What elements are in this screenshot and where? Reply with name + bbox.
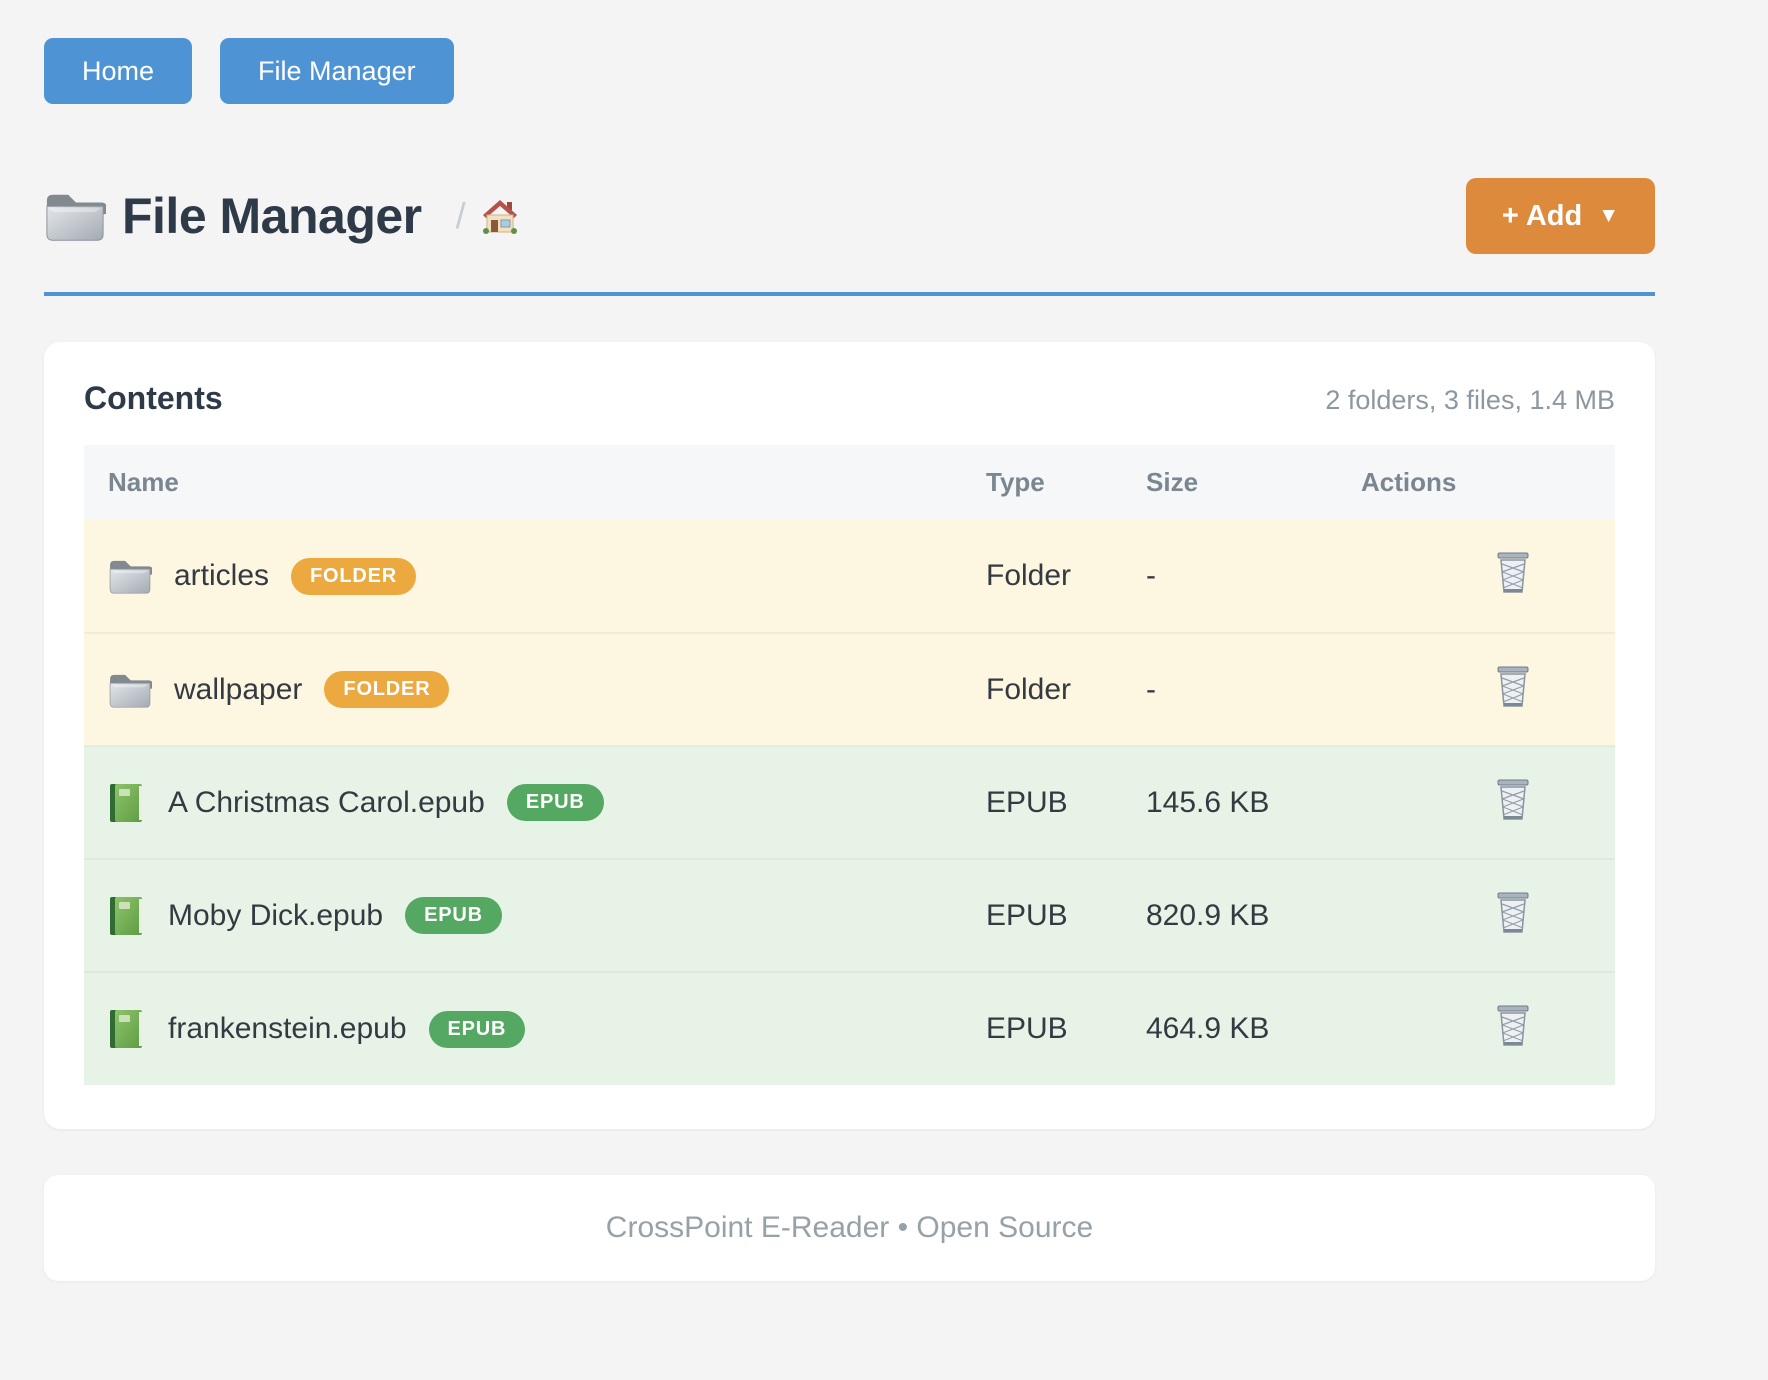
trash-icon xyxy=(1493,665,1533,709)
nav-home-button[interactable]: Home xyxy=(44,38,193,104)
title-group: File Manager / xyxy=(44,187,520,245)
entry-name-link[interactable]: A Christmas Carol.epub xyxy=(168,785,485,819)
delete-button[interactable] xyxy=(1491,549,1535,597)
breadcrumb-separator: / xyxy=(455,195,466,236)
trash-icon xyxy=(1493,778,1533,822)
add-button[interactable]: + Add ▼ xyxy=(1465,178,1655,254)
column-header-actions: Actions xyxy=(1345,445,1615,520)
delete-button[interactable] xyxy=(1491,1002,1535,1050)
folder-icon xyxy=(108,556,152,596)
house-icon[interactable] xyxy=(480,196,520,236)
green-book-icon xyxy=(108,782,146,824)
entry-type: Folder xyxy=(970,520,1130,633)
folder-badge: FOLDER xyxy=(291,557,417,595)
file-manager-page: Home File Manager File Manager / + Add ▼… xyxy=(44,38,1655,1281)
add-button-label: + Add xyxy=(1501,199,1583,232)
entry-type: Folder xyxy=(970,633,1130,746)
entry-name-link[interactable]: frankenstein.epub xyxy=(168,1012,407,1045)
top-nav: Home File Manager xyxy=(44,38,1655,104)
page-header: File Manager / + Add ▼ xyxy=(44,178,1655,254)
folder-icon xyxy=(108,670,152,710)
page-title: File Manager xyxy=(122,188,422,244)
entry-name-link[interactable]: Moby Dick.epub xyxy=(168,898,384,932)
table-row: frankenstein.epub EPUB EPUB 464.9 KB xyxy=(84,972,1615,1085)
nav-file-manager-button[interactable]: File Manager xyxy=(220,38,454,104)
folder-icon xyxy=(44,188,106,244)
column-header-name: Name xyxy=(84,445,970,520)
column-header-type: Type xyxy=(970,445,1130,520)
entry-name-link[interactable]: wallpaper xyxy=(174,672,303,706)
breadcrumb: / xyxy=(456,195,520,237)
contents-card: Contents 2 folders, 3 files, 1.4 MB Name… xyxy=(44,342,1655,1129)
entry-type: EPUB xyxy=(970,859,1130,972)
entry-size: 464.9 KB xyxy=(1130,972,1345,1085)
delete-button[interactable] xyxy=(1491,889,1535,937)
entry-size: - xyxy=(1130,520,1345,633)
contents-card-header: Contents 2 folders, 3 files, 1.4 MB xyxy=(84,380,1615,417)
footer: CrossPoint E-Reader • Open Source xyxy=(44,1175,1655,1281)
table-header-row: Name Type Size Actions xyxy=(84,445,1615,520)
trash-icon xyxy=(1493,1004,1533,1048)
entry-size: - xyxy=(1130,633,1345,746)
table-row: wallpaper FOLDER Folder - xyxy=(84,633,1615,746)
green-book-icon xyxy=(108,1008,146,1050)
contents-title: Contents xyxy=(84,380,223,416)
epub-badge: EPUB xyxy=(428,1010,526,1048)
trash-icon xyxy=(1493,891,1533,935)
epub-badge: EPUB xyxy=(405,897,502,934)
caret-down-icon: ▼ xyxy=(1598,204,1619,227)
delete-button[interactable] xyxy=(1491,776,1535,824)
entry-name-link[interactable]: articles xyxy=(174,559,270,592)
epub-badge: EPUB xyxy=(506,784,604,821)
table-row: articles FOLDER Folder - xyxy=(84,520,1615,633)
entry-type: EPUB xyxy=(970,972,1130,1085)
entry-size: 820.9 KB xyxy=(1130,859,1345,972)
green-book-icon xyxy=(108,895,146,937)
footer-text: CrossPoint E-Reader • Open Source xyxy=(605,1211,1094,1244)
delete-button[interactable] xyxy=(1491,663,1535,711)
table-row: Moby Dick.epub EPUB EPUB 820.9 KB xyxy=(84,859,1615,972)
folder-badge: FOLDER xyxy=(324,671,450,708)
contents-summary: 2 folders, 3 files, 1.4 MB xyxy=(1325,385,1615,415)
trash-icon xyxy=(1493,551,1533,595)
table-row: A Christmas Carol.epub EPUB EPUB 145.6 K… xyxy=(84,746,1615,859)
entry-type: EPUB xyxy=(970,746,1130,859)
files-table: Name Type Size Actions articles FOLDER xyxy=(84,445,1615,1085)
entry-size: 145.6 KB xyxy=(1130,746,1345,859)
header-divider xyxy=(44,292,1655,296)
column-header-size: Size xyxy=(1130,445,1345,520)
